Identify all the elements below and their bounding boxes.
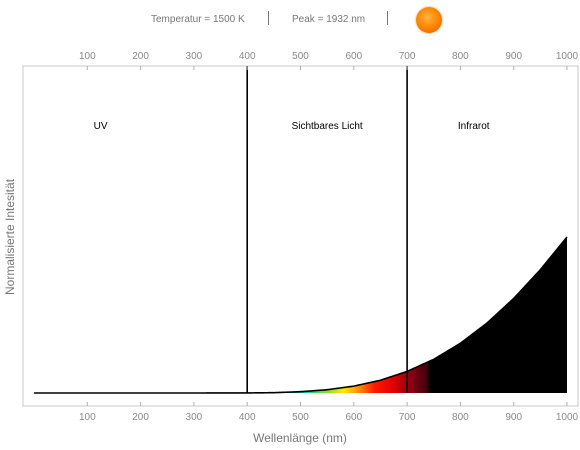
bottom-tick-label: 700: [399, 412, 416, 423]
top-tick-label: 300: [186, 51, 203, 62]
bottom-tick-label: 100: [79, 412, 96, 423]
header-separator: [268, 11, 269, 25]
bottom-tick-label: 400: [239, 412, 256, 423]
temperature-readout: Temperatur = 1500 K: [151, 14, 245, 25]
visible-spectrum-area: [247, 356, 440, 393]
region-label: Infrarot: [458, 121, 490, 132]
top-tick-label: 100: [79, 51, 96, 62]
x-axis-title: Wellenlänge (nm): [253, 431, 347, 445]
bottom-tick-label: 500: [292, 412, 309, 423]
top-tick-label: 1000: [556, 51, 579, 62]
bottom-tick-label: 200: [132, 412, 149, 423]
sun-icon: [416, 7, 442, 33]
top-tick-label: 700: [399, 51, 416, 62]
header: Temperatur = 1500 K Peak = 1932 nm: [0, 0, 580, 40]
top-tick-label: 600: [345, 51, 362, 62]
bottom-tick-label: 900: [505, 412, 522, 423]
region-label: UV: [94, 121, 108, 132]
top-tick-label: 800: [452, 51, 469, 62]
top-tick-label: 500: [292, 51, 309, 62]
intensity-curve: [34, 236, 568, 394]
infrared-area: [428, 237, 567, 393]
top-tick-label: 400: [239, 51, 256, 62]
y-axis-title: Normalisierte Intesität: [3, 178, 17, 295]
top-tick-label: 900: [505, 51, 522, 62]
bottom-tick-label: 300: [186, 412, 203, 423]
bottom-tick-label: 800: [452, 412, 469, 423]
peak-readout: Peak = 1932 nm: [292, 14, 366, 25]
region-label: Sichtbares Licht: [292, 121, 363, 132]
header-separator: [387, 11, 388, 25]
bottom-tick-label: 1000: [556, 412, 579, 423]
top-tick-label: 200: [132, 51, 149, 62]
bottom-tick-label: 600: [345, 412, 362, 423]
